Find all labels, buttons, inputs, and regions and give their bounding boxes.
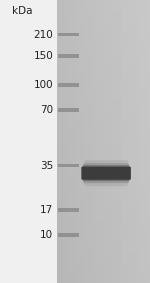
Bar [57, 0, 150, 283]
Text: 100: 100 [34, 80, 53, 90]
Text: 17: 17 [40, 205, 53, 215]
Bar [58, 164, 79, 168]
Text: 35: 35 [40, 160, 53, 171]
FancyBboxPatch shape [82, 166, 130, 180]
Text: kDa: kDa [12, 6, 33, 16]
Bar [58, 208, 79, 212]
Bar [58, 108, 79, 112]
Bar [58, 233, 79, 237]
FancyBboxPatch shape [82, 165, 130, 181]
FancyBboxPatch shape [84, 160, 128, 186]
FancyBboxPatch shape [81, 167, 131, 179]
Text: 210: 210 [33, 29, 53, 40]
Bar [58, 83, 79, 87]
Bar [58, 33, 79, 36]
Text: 150: 150 [33, 51, 53, 61]
Text: 10: 10 [40, 230, 53, 240]
FancyBboxPatch shape [83, 163, 129, 183]
Bar [58, 54, 79, 58]
Bar [0, 0, 57, 283]
Text: 70: 70 [40, 105, 53, 115]
